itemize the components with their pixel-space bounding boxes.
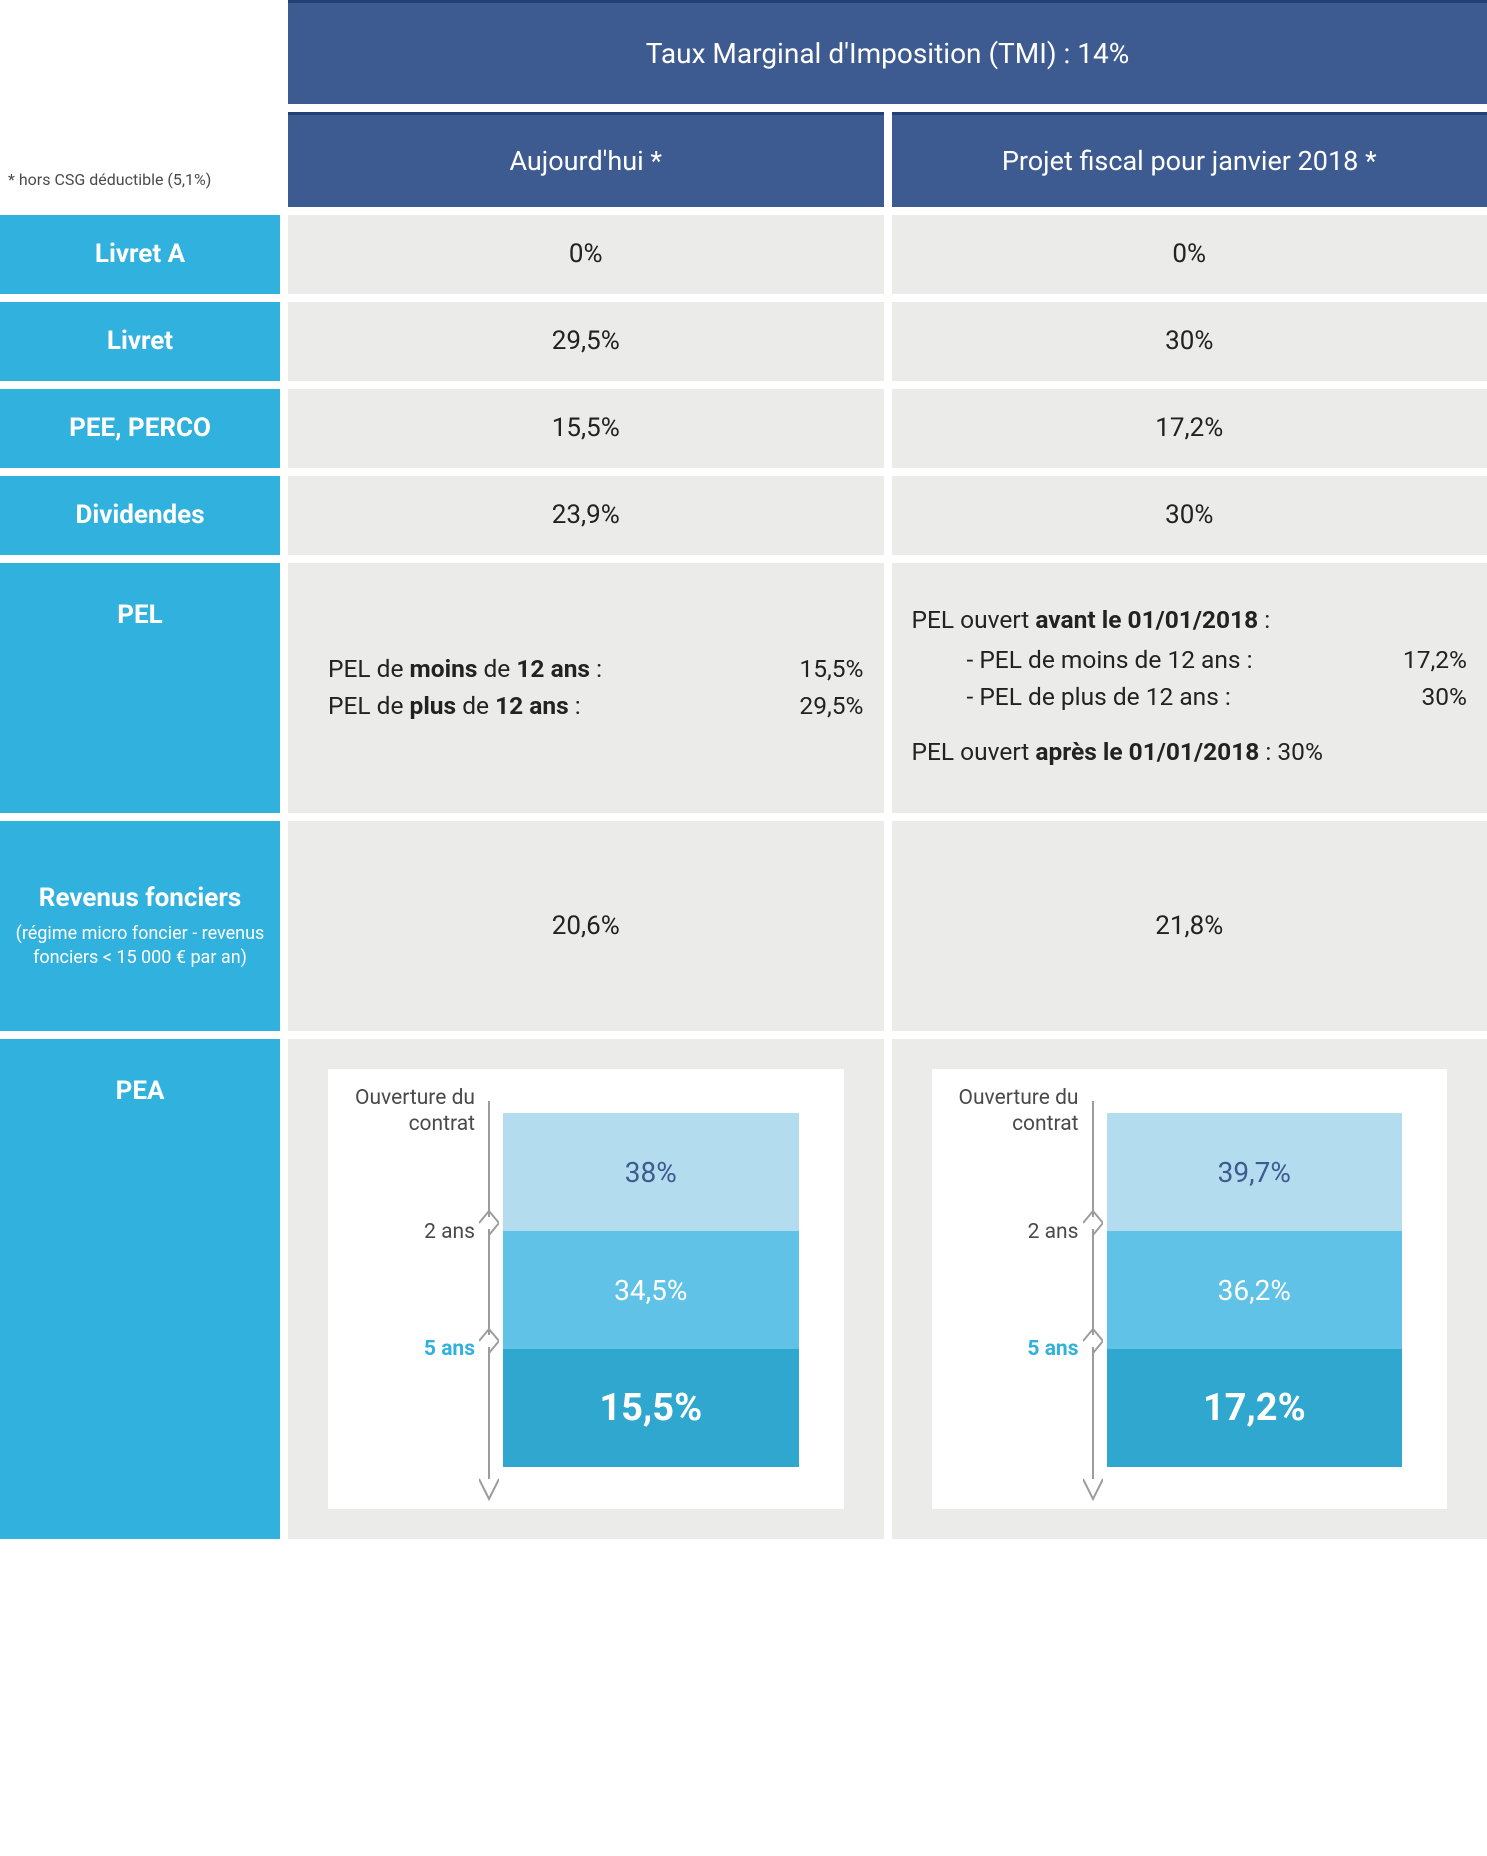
pea-axis-label-top: Ouverture du contrat — [932, 1085, 1079, 1138]
cell-div-future: 30% — [892, 476, 1487, 555]
row-label-pel: PEL — [0, 563, 280, 813]
cell-pea-today: Ouverture du contrat 2 ans 5 ans 38% 34,… — [288, 1039, 884, 1539]
col-header-future: Projet fiscal pour janvier 2018 * — [892, 112, 1487, 207]
row-label-pea: PEA — [0, 1039, 280, 1539]
row-label-livret: Livret — [0, 302, 280, 381]
cell-pel-today: PEL de moins de 12 ans : 15,5% PEL de pl… — [288, 563, 884, 813]
cell-livret-today: 29,5% — [288, 302, 884, 381]
timeline-axis-icon — [1083, 1101, 1103, 1501]
table-title: Taux Marginal d'Imposition (TMI) : 14% — [288, 0, 1487, 104]
cell-livret-a-future: 0% — [892, 215, 1487, 294]
pea-diagram-today: Ouverture du contrat 2 ans 5 ans 38% 34,… — [328, 1069, 844, 1509]
row-label-foncier: Revenus fonciers (régime micro foncier -… — [0, 821, 280, 1031]
cell-pee-today: 15,5% — [288, 389, 884, 468]
pea-axis-label-top: Ouverture du contrat — [328, 1085, 475, 1138]
col-header-today: Aujourd'hui * — [288, 112, 884, 207]
pea-bar-2: 36,2% — [1107, 1231, 1403, 1349]
pea-bar-3: 17,2% — [1107, 1349, 1403, 1467]
pea-axis-label-2ans: 2 ans — [1028, 1219, 1079, 1245]
row-label-livret-a: Livret A — [0, 215, 280, 294]
timeline-axis-icon — [479, 1101, 499, 1501]
row-label-div: Dividendes — [0, 476, 280, 555]
cell-pee-future: 17,2% — [892, 389, 1487, 468]
row-label-pee: PEE, PERCO — [0, 389, 280, 468]
cell-foncier-today: 20,6% — [288, 821, 884, 1031]
tax-table: Taux Marginal d'Imposition (TMI) : 14% *… — [0, 0, 1487, 1539]
cell-livret-a-today: 0% — [288, 215, 884, 294]
pea-bar-1: 38% — [503, 1113, 799, 1231]
cell-livret-future: 30% — [892, 302, 1487, 381]
cell-pel-future: PEL ouvert avant le 01/01/2018 : - PEL d… — [892, 563, 1487, 813]
cell-foncier-future: 21,8% — [892, 821, 1487, 1031]
footnote: * hors CSG déductible (5,1%) — [0, 112, 280, 207]
cell-div-today: 23,9% — [288, 476, 884, 555]
pea-bar-3: 15,5% — [503, 1349, 799, 1467]
cell-pea-future: Ouverture du contrat 2 ans 5 ans 39,7% 3… — [892, 1039, 1487, 1539]
pea-axis-label-5ans: 5 ans — [424, 1336, 475, 1362]
pea-bar-2: 34,5% — [503, 1231, 799, 1349]
pea-axis-label-5ans: 5 ans — [1027, 1336, 1078, 1362]
pea-diagram-future: Ouverture du contrat 2 ans 5 ans 39,7% 3… — [932, 1069, 1448, 1509]
pea-bar-1: 39,7% — [1107, 1113, 1403, 1231]
pea-axis-label-2ans: 2 ans — [424, 1219, 475, 1245]
